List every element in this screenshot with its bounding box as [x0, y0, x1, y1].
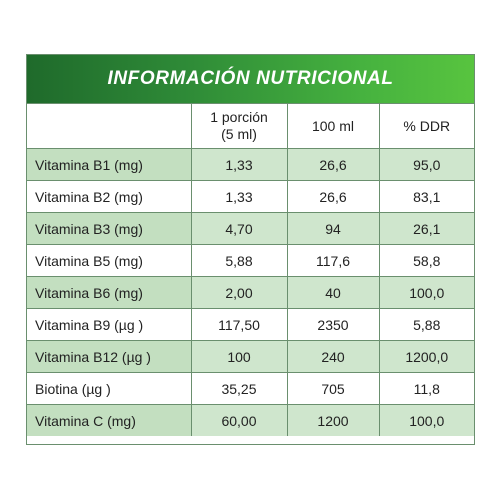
per100-cell: 40: [286, 276, 380, 309]
nutrient-cell: Vitamina B9 (µg ): [27, 308, 192, 341]
portion-cell: 60,00: [190, 404, 288, 436]
nutrient-cell: Vitamina B1 (mg): [27, 148, 192, 181]
portion-cell: 4,70: [190, 212, 288, 245]
ddr-cell: 95,0: [378, 148, 474, 181]
per100-cell: 240: [286, 340, 380, 373]
header-row: 1 porción (5 ml) 100 ml % DDR: [27, 103, 474, 149]
ddr-cell: 58,8: [378, 244, 474, 277]
portion-cell: 117,50: [190, 308, 288, 341]
portion-cell: 1,33: [190, 148, 288, 181]
table-row: Vitamina B9 (µg ) 117,50 2350 5,88: [27, 308, 474, 341]
portion-cell: 5,88: [190, 244, 288, 277]
ddr-cell: 11,8: [378, 372, 474, 405]
nutrient-cell: Biotina (µg ): [27, 372, 192, 405]
per100-cell: 705: [286, 372, 380, 405]
header-cell-portion: 1 porción (5 ml): [190, 103, 288, 149]
nutrition-title: INFORMACIÓN NUTRICIONAL: [107, 68, 394, 89]
per100-cell: 26,6: [286, 180, 380, 213]
table-row: Vitamina B6 (mg) 2,00 40 100,0: [27, 276, 474, 309]
ddr-cell: 100,0: [378, 276, 474, 309]
per100-cell: 1200: [286, 404, 380, 436]
per100-cell: 117,6: [286, 244, 380, 277]
header-cell-nutrient: [27, 103, 192, 149]
nutrient-cell: Vitamina B2 (mg): [27, 180, 192, 213]
nutrient-cell: Vitamina B5 (mg): [27, 244, 192, 277]
table-row: Vitamina B12 (µg ) 100 240 1200,0: [27, 340, 474, 373]
per100-cell: 26,6: [286, 148, 380, 181]
portion-cell: 35,25: [190, 372, 288, 405]
per100-cell: 2350: [286, 308, 380, 341]
ddr-cell: 100,0: [378, 404, 474, 436]
table-row: Vitamina B1 (mg) 1,33 26,6 95,0: [27, 148, 474, 181]
portion-cell: 2,00: [190, 276, 288, 309]
ddr-cell: 5,88: [378, 308, 474, 341]
nutrient-cell: Vitamina B3 (mg): [27, 212, 192, 245]
ddr-cell: 1200,0: [378, 340, 474, 373]
ddr-cell: 26,1: [378, 212, 474, 245]
nutrient-cell: Vitamina B6 (mg): [27, 276, 192, 309]
nutrient-cell: Vitamina C (mg): [27, 404, 192, 436]
header-cell-ddr: % DDR: [378, 103, 474, 149]
table-row: Vitamina C (mg) 60,00 1200 100,0: [27, 404, 474, 436]
table-row: Biotina (µg ) 35,25 705 11,8: [27, 372, 474, 405]
title-bar: INFORMACIÓN NUTRICIONAL: [27, 55, 474, 103]
nutrient-cell: Vitamina B12 (µg ): [27, 340, 192, 373]
portion-cell: 100: [190, 340, 288, 373]
ddr-cell: 83,1: [378, 180, 474, 213]
portion-cell: 1,33: [190, 180, 288, 213]
table-row: Vitamina B5 (mg) 5,88 117,6 58,8: [27, 244, 474, 277]
header-cell-per100: 100 ml: [286, 103, 380, 149]
nutrition-table: 1 porción (5 ml) 100 ml % DDR Vitamina B…: [27, 103, 474, 436]
table-row: Vitamina B3 (mg) 4,70 94 26,1: [27, 212, 474, 245]
table-row: Vitamina B2 (mg) 1,33 26,6 83,1: [27, 180, 474, 213]
nutrition-panel: INFORMACIÓN NUTRICIONAL 1 porción (5 ml)…: [26, 54, 475, 445]
per100-cell: 94: [286, 212, 380, 245]
